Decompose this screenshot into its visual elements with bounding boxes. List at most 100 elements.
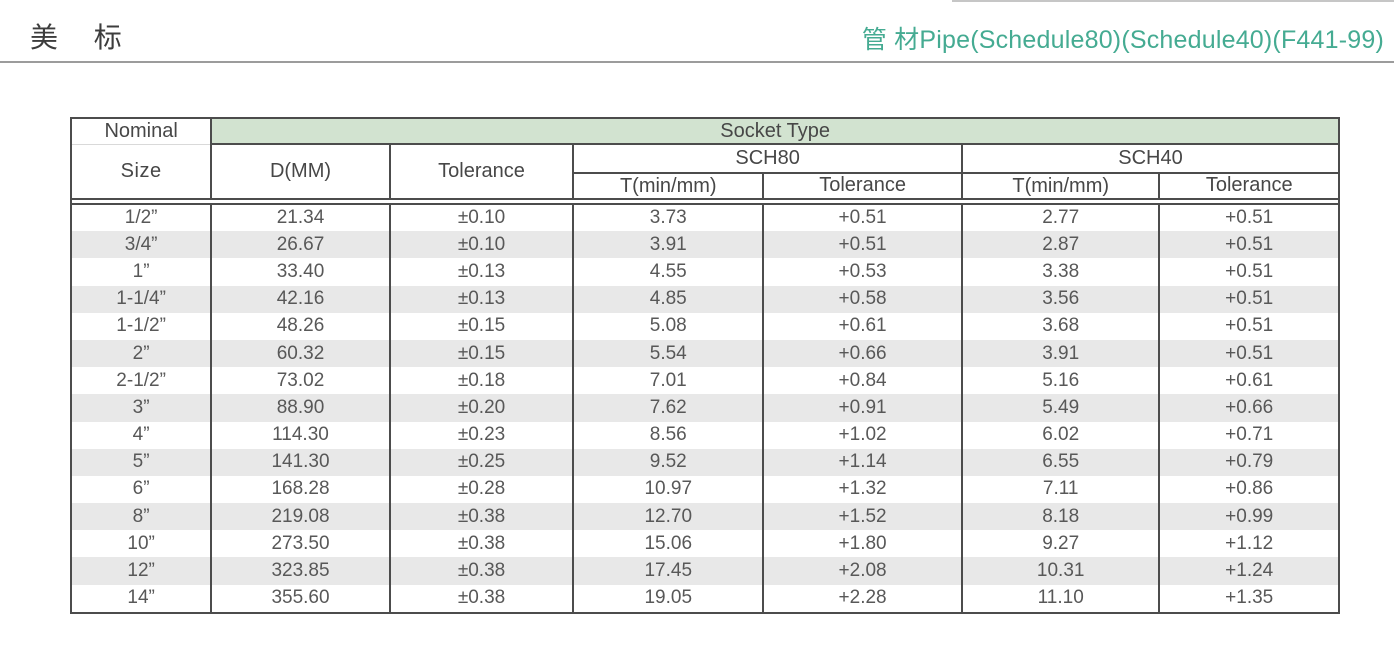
pipe-spec-table: Nominal Socket Type Size D(MM) Tolerance… [70, 117, 1340, 614]
cell-sch40_t: 8.18 [961, 503, 1161, 531]
cell-tol: ±0.13 [389, 258, 575, 286]
table-row: 1-1/4” 42.16 ±0.13 4.85 +0.58 3.56 +0.51 [72, 285, 1338, 313]
cell-sch80_t: 5.08 [573, 312, 765, 340]
header-sch80-t-min: T(min/mm) [573, 173, 765, 199]
header-d-mm: D(MM) [211, 144, 391, 199]
cell-size: 10” [72, 530, 213, 558]
cell-tol: ±0.13 [389, 285, 575, 313]
cell-sch40_tol: +0.61 [1225, 369, 1274, 391]
cell-sch80_tol: +0.61 [763, 312, 963, 340]
header-sch40: SCH40 [961, 144, 1338, 174]
cell-sch40_t: 7.11 [961, 475, 1161, 504]
cell-sch80_t: 17.45 [573, 557, 765, 585]
cell-tol: ±0.38 [389, 584, 575, 612]
cell-sch40_t: 5.49 [961, 394, 1161, 422]
cell-tol: ±0.38 [389, 503, 575, 531]
header-sch40-t-min: T(min/mm) [961, 173, 1161, 199]
header-sch80: SCH80 [573, 144, 963, 174]
cell-d: 355.60 [211, 584, 391, 612]
cell-tol: ±0.10 [389, 231, 575, 259]
cell-sch40_tol: +0.51 [1225, 207, 1274, 229]
cell-tol: ±0.20 [389, 394, 575, 422]
cell-tol: ±0.38 [389, 530, 575, 558]
table-body: 1/2” 21.34 ±0.10 3.73 +0.51 2.77 +0.51 3/4” 26.6… [72, 204, 1338, 612]
cell-sch40_tol: +1.24 [1225, 560, 1274, 582]
cell-size: 6” [72, 475, 213, 504]
table-row: 1/2” 21.34 ±0.10 3.73 +0.51 2.77 +0.51 [72, 204, 1338, 232]
cell-sch80_t: 5.54 [573, 339, 765, 368]
cell-size: 1” [72, 258, 213, 286]
cell-d: 273.50 [211, 530, 391, 558]
cell-tol: ±0.15 [389, 339, 575, 368]
cell-sch40_t: 6.55 [961, 448, 1161, 476]
cell-sch40_tol: +0.66 [1225, 396, 1274, 418]
cell-size: 4” [72, 421, 213, 449]
cell-size: 14” [72, 584, 213, 612]
table-row: 2-1/2” 73.02 ±0.18 7.01 +0.84 5.16 +0.61 [72, 367, 1338, 395]
page-title-product: 管 材Pipe(Schedule80)(Schedule40)(F441-99) [861, 26, 1384, 54]
cell-sch80_tol: +0.53 [763, 258, 963, 286]
cell-d: 114.30 [211, 421, 391, 449]
table-row: 8” 219.08 ±0.38 12.70 +1.52 8.18 +0.99 [72, 503, 1338, 531]
cell-sch80_t: 4.85 [573, 285, 765, 313]
header-tolerance: Tolerance [389, 144, 575, 199]
cell-sch80_tol: +0.66 [763, 339, 963, 368]
table-row: 1-1/2” 48.26 ±0.15 5.08 +0.61 3.68 +0.51 [72, 312, 1338, 340]
header-size: Size [72, 144, 213, 199]
cell-sch80_tol: +1.02 [763, 421, 963, 449]
spec-table-header: Nominal Socket Type Size D(MM) Tolerance… [72, 119, 1338, 200]
cell-d: 168.28 [211, 475, 391, 504]
cell-sch80_t: 7.62 [573, 394, 765, 422]
cell-sch80_t: 19.05 [573, 584, 765, 612]
cell-sch80_t: 4.55 [573, 258, 765, 286]
cell-sch80_t: 8.56 [573, 421, 765, 449]
cell-sch80_tol: +1.14 [763, 448, 963, 476]
cell-sch80_tol: +0.51 [763, 231, 963, 259]
cell-sch40_t: 3.91 [961, 339, 1161, 368]
table-row: 6” 168.28 ±0.28 10.97 +1.32 7.11 +0.86 [72, 475, 1338, 504]
cell-sch40_tol: +0.51 [1225, 342, 1274, 364]
cell-tol: ±0.28 [389, 475, 575, 504]
cell-d: 219.08 [211, 503, 391, 531]
cell-size: 1-1/4” [72, 285, 213, 313]
cell-d: 60.32 [211, 339, 391, 368]
cell-sch40_t: 3.38 [961, 258, 1161, 286]
cell-sch80_t: 15.06 [573, 530, 765, 558]
cell-sch40_t: 6.02 [961, 421, 1161, 449]
cell-sch80_t: 7.01 [573, 367, 765, 395]
cell-d: 323.85 [211, 557, 391, 585]
table-row: 10” 273.50 ±0.38 15.06 +1.80 9.27 +1.12 [72, 530, 1338, 558]
cell-sch40_tol: +0.51 [1225, 233, 1274, 255]
cell-sch80_t: 3.91 [573, 231, 765, 259]
cell-sch80_t: 12.70 [573, 503, 765, 531]
cell-sch80_tol: +1.80 [763, 530, 963, 558]
cell-sch40_t: 3.56 [961, 285, 1161, 313]
cell-size: 12” [72, 557, 213, 585]
table-row: 3” 88.90 ±0.20 7.62 +0.91 5.49 +0.66 [72, 394, 1338, 422]
header-nominal: Nominal [72, 119, 213, 145]
title-divider-rule [0, 61, 1394, 63]
cell-tol: ±0.10 [389, 204, 575, 232]
cell-sch40_t: 9.27 [961, 530, 1161, 558]
cell-sch40_tol: +0.79 [1225, 451, 1274, 473]
cell-sch40_t: 2.77 [961, 204, 1161, 232]
cell-sch40_t: 11.10 [961, 584, 1161, 612]
cell-sch40_tol: +0.51 [1225, 288, 1274, 310]
cell-tol: ±0.18 [389, 367, 575, 395]
cell-sch40_t: 10.31 [961, 557, 1161, 585]
cell-tol: ±0.15 [389, 312, 575, 340]
cell-sch80_t: 9.52 [573, 448, 765, 476]
header-body-double-rule-gap [72, 200, 1338, 203]
table-row: 5” 141.30 ±0.25 9.52 +1.14 6.55 +0.79 [72, 448, 1338, 476]
cell-sch40_tol: +0.99 [1225, 505, 1274, 527]
cell-d: 73.02 [211, 367, 391, 395]
cell-sch80_tol: +1.32 [763, 475, 963, 504]
header-sch40-tolerance: Tolerance [1205, 174, 1293, 196]
cell-size: 3” [72, 394, 213, 422]
header-sch80-tolerance: Tolerance [763, 173, 963, 199]
cell-sch80_tol: +2.28 [763, 584, 963, 612]
cell-size: 1/2” [72, 204, 213, 232]
cell-size: 2-1/2” [72, 367, 213, 395]
cell-sch80_t: 10.97 [573, 475, 765, 504]
cell-sch40_tol: +1.12 [1225, 532, 1274, 554]
